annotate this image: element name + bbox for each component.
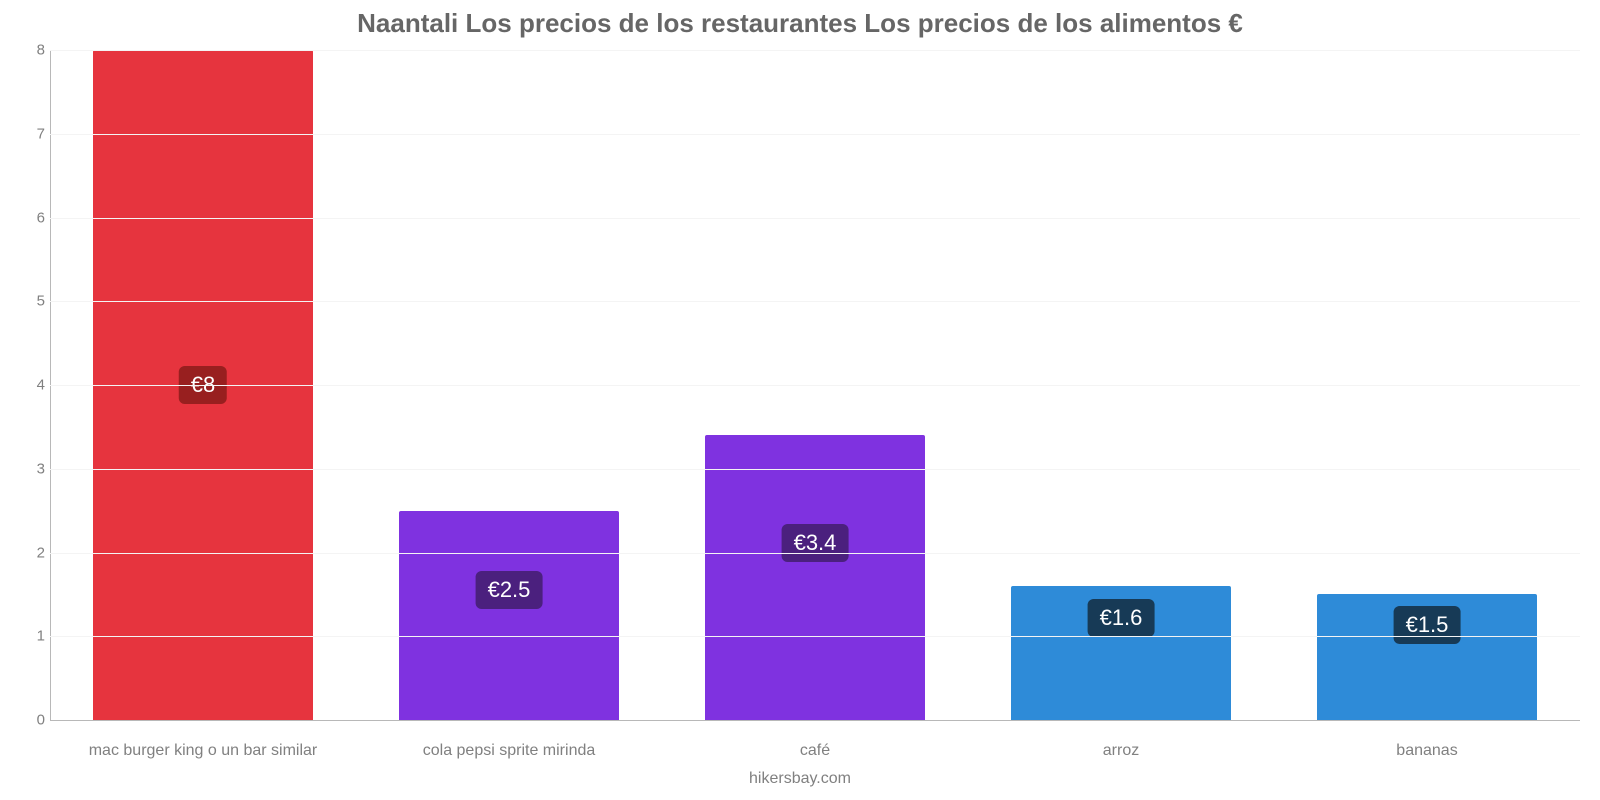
x-category-label: cola pepsi sprite mirinda [356, 742, 662, 760]
y-tick-label: 3 [20, 460, 45, 477]
y-tick-label: 0 [20, 712, 45, 729]
grid-line [50, 469, 1580, 470]
y-tick-label: 4 [20, 377, 45, 394]
x-category-label: café [662, 742, 968, 760]
y-tick-label: 5 [20, 293, 45, 310]
y-tick-label: 8 [20, 42, 45, 59]
chart-footer: hikersbay.com [0, 770, 1600, 788]
x-category-label: mac burger king o un bar similar [50, 742, 356, 760]
bar-value-label: €3.4 [782, 524, 849, 562]
bar: €1.5 [1317, 594, 1537, 720]
bar-value-label: €1.5 [1394, 606, 1461, 644]
bar: €2.5 [399, 511, 619, 720]
price-bar-chart: Naantali Los precios de los restaurantes… [0, 0, 1600, 800]
x-category-label: bananas [1274, 742, 1580, 760]
bar-value-label: €1.6 [1088, 599, 1155, 637]
grid-line [50, 553, 1580, 554]
grid-line [50, 385, 1580, 386]
x-category-label: arroz [968, 742, 1274, 760]
grid-line [50, 636, 1580, 637]
bar: €1.6 [1011, 586, 1231, 720]
x-axis-labels: mac burger king o un bar similarcola pep… [50, 742, 1580, 760]
grid-line [50, 301, 1580, 302]
grid-line [50, 134, 1580, 135]
grid-line [50, 50, 1580, 51]
y-tick-label: 7 [20, 125, 45, 142]
plot-area: €8€2.5€3.4€1.6€1.5 012345678 [50, 50, 1580, 720]
grid-line [50, 218, 1580, 219]
y-tick-label: 2 [20, 544, 45, 561]
chart-title: Naantali Los precios de los restaurantes… [0, 8, 1600, 39]
bar-value-label: €2.5 [476, 571, 543, 609]
y-tick-label: 6 [20, 209, 45, 226]
y-tick-label: 1 [20, 628, 45, 645]
grid-line [50, 720, 1580, 721]
bar: €3.4 [705, 435, 925, 720]
